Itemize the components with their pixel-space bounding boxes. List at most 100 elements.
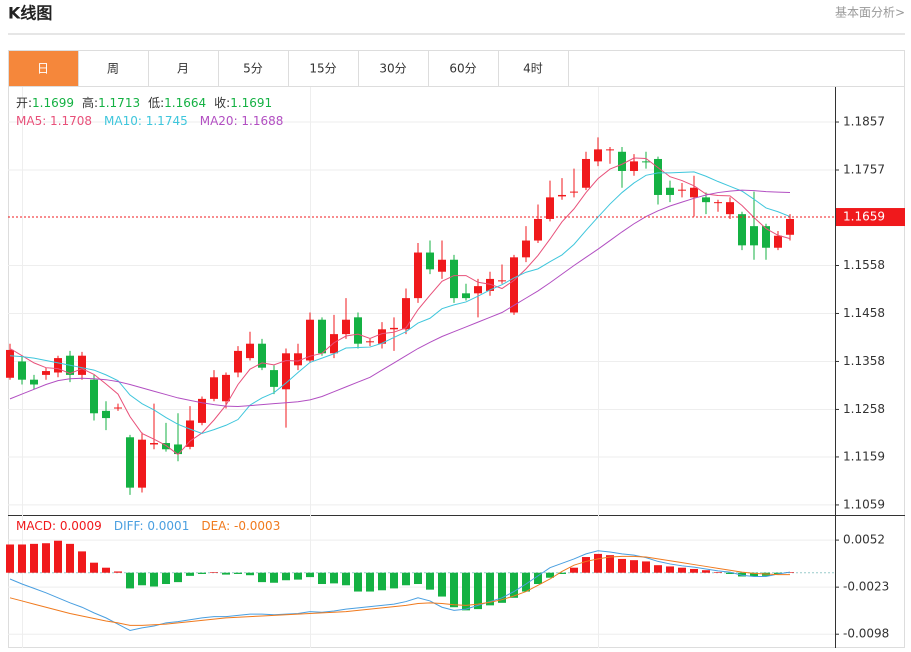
legend-item: MA20: 1.1688 [200, 114, 284, 128]
legend-item: DIFF: 0.0001 [114, 519, 190, 533]
legend-value: 1.1713 [98, 96, 140, 110]
macd-bar [18, 544, 26, 573]
candle-body [294, 353, 302, 366]
macd-bar [150, 572, 158, 587]
candle-body [426, 252, 434, 270]
tab[interactable] [288, 50, 359, 87]
candle-body [582, 158, 590, 188]
y2-tick-label: 0.0052 [843, 533, 885, 547]
macd-bar [114, 571, 122, 573]
macd-bar [534, 572, 542, 585]
candle-body [486, 278, 494, 291]
macd-bar [402, 572, 410, 586]
macd-bar [306, 572, 314, 578]
candle-body [174, 444, 182, 455]
frame [8, 50, 905, 648]
tab[interactable] [218, 50, 289, 87]
candle-body [366, 341, 374, 343]
legend-value: 1.1691 [230, 96, 272, 110]
macd-bar [558, 572, 566, 574]
y2-tick-label: -0.0023 [843, 580, 889, 594]
candle-body [378, 329, 386, 344]
candle-body [558, 194, 566, 197]
macd-bar [222, 572, 230, 575]
y-tick-label: 1.1757 [843, 163, 885, 177]
candle-body [654, 158, 662, 195]
candle-body [450, 259, 458, 299]
y-tick-label: 1.1458 [843, 306, 885, 320]
candle-body [570, 191, 578, 193]
macd-bar [738, 572, 746, 577]
candle-body [198, 398, 206, 423]
macd-bar [390, 572, 398, 589]
ma-line [9, 171, 791, 434]
y-tick-label: 1.1558 [843, 258, 885, 272]
macd-bar [42, 543, 50, 573]
tab-label[interactable]: 日 [37, 62, 49, 76]
y-tick-label: 1.1059 [843, 497, 885, 511]
macd-bar [642, 561, 650, 573]
macd-bar [678, 567, 686, 573]
macd-bar [522, 572, 530, 592]
tab-label[interactable]: 5分 [243, 62, 263, 76]
macd-bar [66, 543, 74, 573]
legend-key: 高: [82, 95, 98, 110]
candle-body [354, 317, 362, 344]
candle-body [54, 358, 62, 373]
macd-bar [618, 558, 626, 573]
tab-label[interactable]: 60分 [449, 62, 476, 76]
macd-bar [198, 572, 206, 574]
tab-label[interactable]: 周 [107, 62, 119, 76]
candle-body [318, 319, 326, 354]
tab[interactable] [498, 50, 569, 87]
tab[interactable] [358, 50, 429, 87]
macd-bar [606, 555, 614, 573]
macd-legend: MACD: 0.0009 DIFF: 0.0001 DEA: -0.0003 [16, 519, 280, 533]
candle-body [90, 379, 98, 414]
tab[interactable] [78, 50, 149, 87]
candle-body [618, 151, 626, 171]
candle-body [402, 298, 410, 330]
macd-bar [138, 572, 146, 586]
macd-bar [774, 572, 782, 574]
candle-body [246, 343, 254, 359]
tab[interactable] [148, 50, 219, 87]
macd-bar [366, 572, 374, 592]
macd-bar [666, 566, 674, 573]
macd-bar [54, 540, 62, 573]
candle-body [606, 149, 614, 151]
tab-label[interactable]: 15分 [309, 62, 336, 76]
candle-body [462, 293, 470, 299]
macd-bar [318, 572, 326, 585]
legend-value: 1.1699 [32, 96, 74, 110]
candle-body [642, 161, 650, 163]
macd-bar [270, 572, 278, 583]
legend-key: 收: [214, 96, 230, 110]
ma-legend: MA5: 1.1708 MA10: 1.1745 MA20: 1.1688 [16, 114, 283, 128]
candle-body [210, 377, 218, 399]
macd-bar [582, 557, 590, 573]
macd-bar [282, 572, 290, 581]
macd-bar [258, 572, 266, 583]
tab-label[interactable]: 30分 [379, 62, 406, 76]
tab[interactable] [8, 50, 79, 87]
macd-bar [714, 572, 722, 573]
y-tick-label: 1.1258 [843, 402, 885, 416]
macd-bar [6, 544, 14, 573]
candle-body [30, 379, 38, 385]
macd-bar [342, 572, 350, 586]
macd-bar [450, 572, 458, 608]
macd-bar [414, 572, 422, 585]
candle-body [390, 327, 398, 330]
legend-key: 低: [148, 96, 164, 110]
tab-label[interactable]: 4时 [523, 62, 543, 76]
candle-body [534, 218, 542, 241]
candle-body [18, 361, 26, 380]
candle-body [786, 218, 794, 235]
macd-bar [234, 572, 242, 574]
tab-label[interactable]: 月 [177, 62, 189, 76]
candle-body [234, 350, 242, 373]
candle-body [258, 343, 266, 368]
analysis-link[interactable]: 基本面分析> [835, 6, 905, 20]
